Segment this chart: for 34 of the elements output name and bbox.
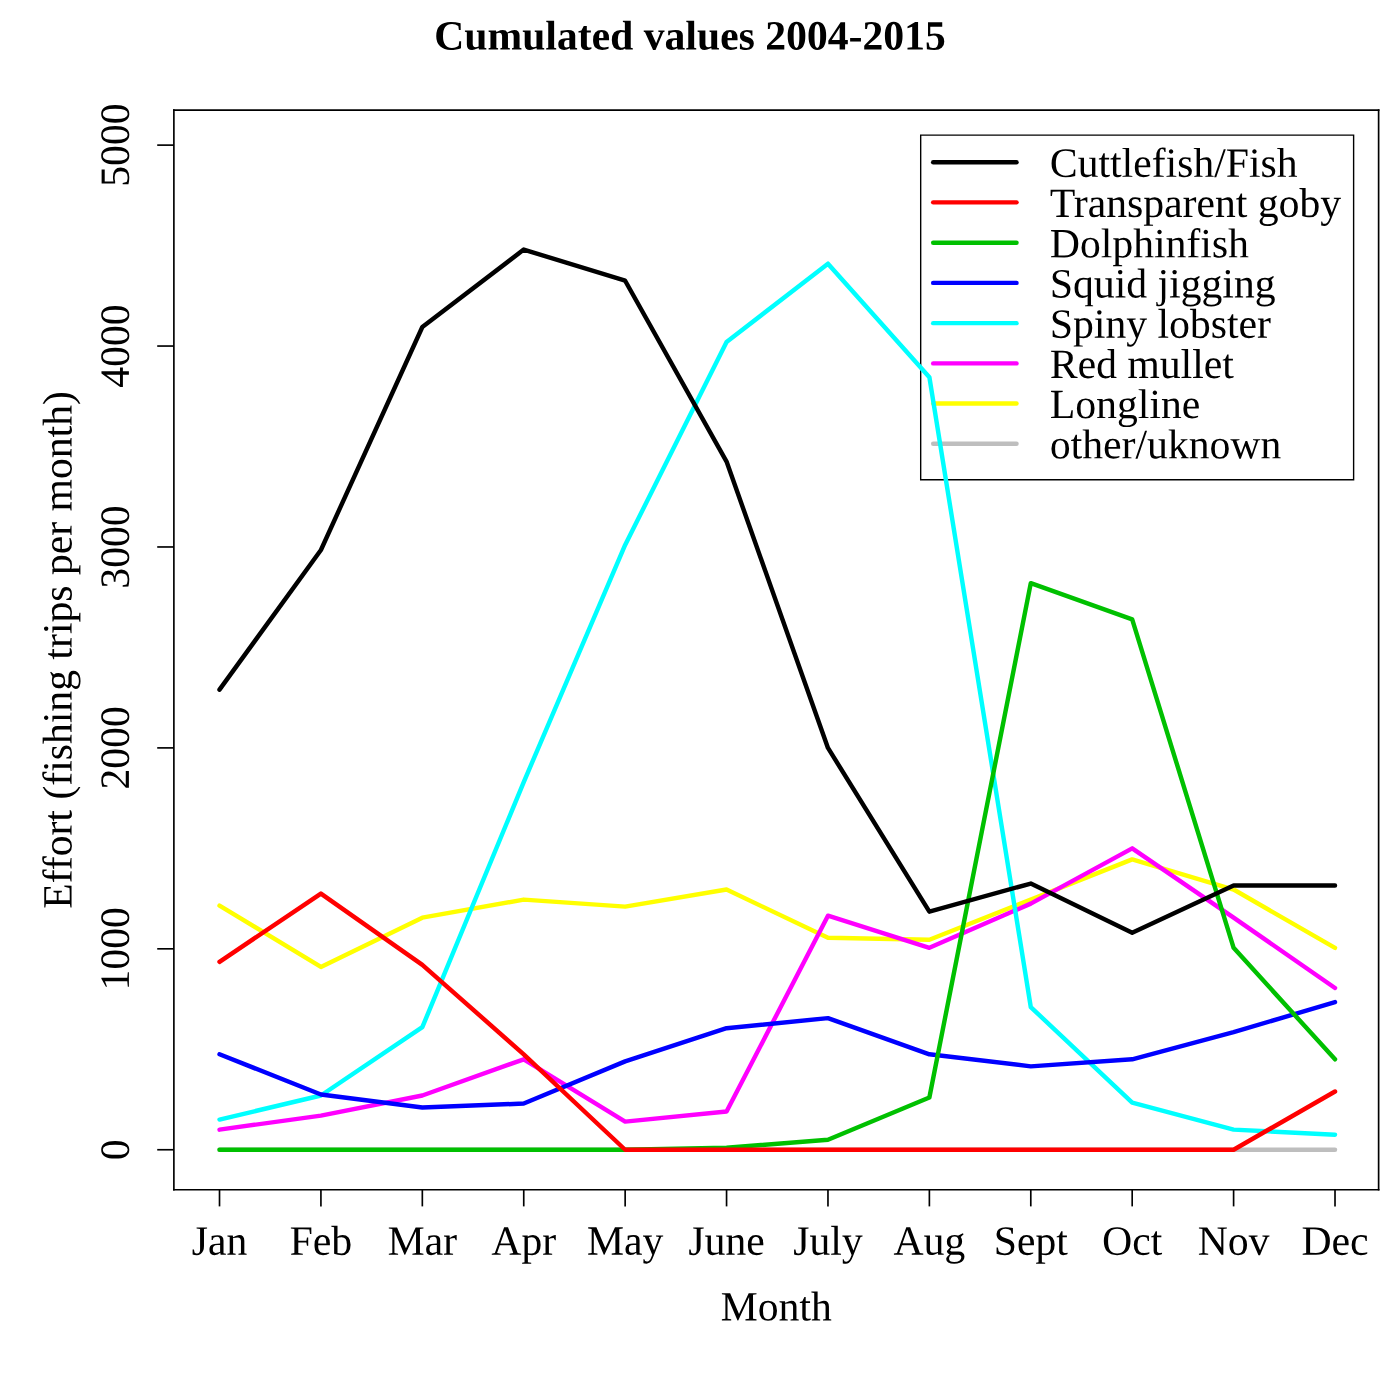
y-tick-label: 0 [101, 1140, 130, 1159]
x-tick-label: Feb [290, 1225, 351, 1256]
x-tick-label: July [794, 1225, 863, 1264]
legend-label: Spiny lobster [1052, 308, 1271, 347]
x-tick-label: Apr [491, 1227, 556, 1264]
legend-label: Dolphinfish [1051, 228, 1249, 267]
y-tick-label: 1000 [101, 908, 130, 987]
x-tick-label: Oct [1103, 1227, 1163, 1256]
y-tick-label: 3000 [101, 506, 130, 587]
x-axis-title: Month [721, 1291, 832, 1321]
x-tick-label: Aug [893, 1227, 965, 1264]
legend-label: Squid jigging [1052, 268, 1275, 307]
line-series [217, 857, 1338, 970]
y-tick-label: 4000 [101, 305, 130, 387]
x-tick-label: May [588, 1227, 664, 1264]
x-tick-label: Sept [996, 1227, 1068, 1264]
legend-label: Cuttlefish/Fish [1051, 147, 1298, 178]
legend-label: Transparent goby [1050, 188, 1341, 226]
y-axis-title: Effort (fishing trips per month) [42, 392, 81, 908]
legend-label: Longline [1051, 389, 1199, 428]
x-tick-label: Nov [1198, 1227, 1270, 1256]
x-tick-label: June [689, 1227, 764, 1256]
y-tick-label: 2000 [101, 707, 130, 788]
line-series [217, 580, 1338, 1152]
legend-label: other/uknown [1051, 429, 1281, 459]
x-tick-label: Dec [1302, 1227, 1368, 1256]
chart-title: Cumulated values 2004-2015 [436, 20, 945, 51]
line-series [217, 999, 1338, 1110]
x-tick-label: Mar [388, 1227, 457, 1256]
line-series [217, 891, 1338, 1152]
line-series [217, 846, 1338, 1132]
legend-label: Red mullet [1051, 349, 1234, 379]
y-tick-label: 5000 [101, 105, 130, 185]
x-tick-label: Jan [192, 1227, 247, 1256]
